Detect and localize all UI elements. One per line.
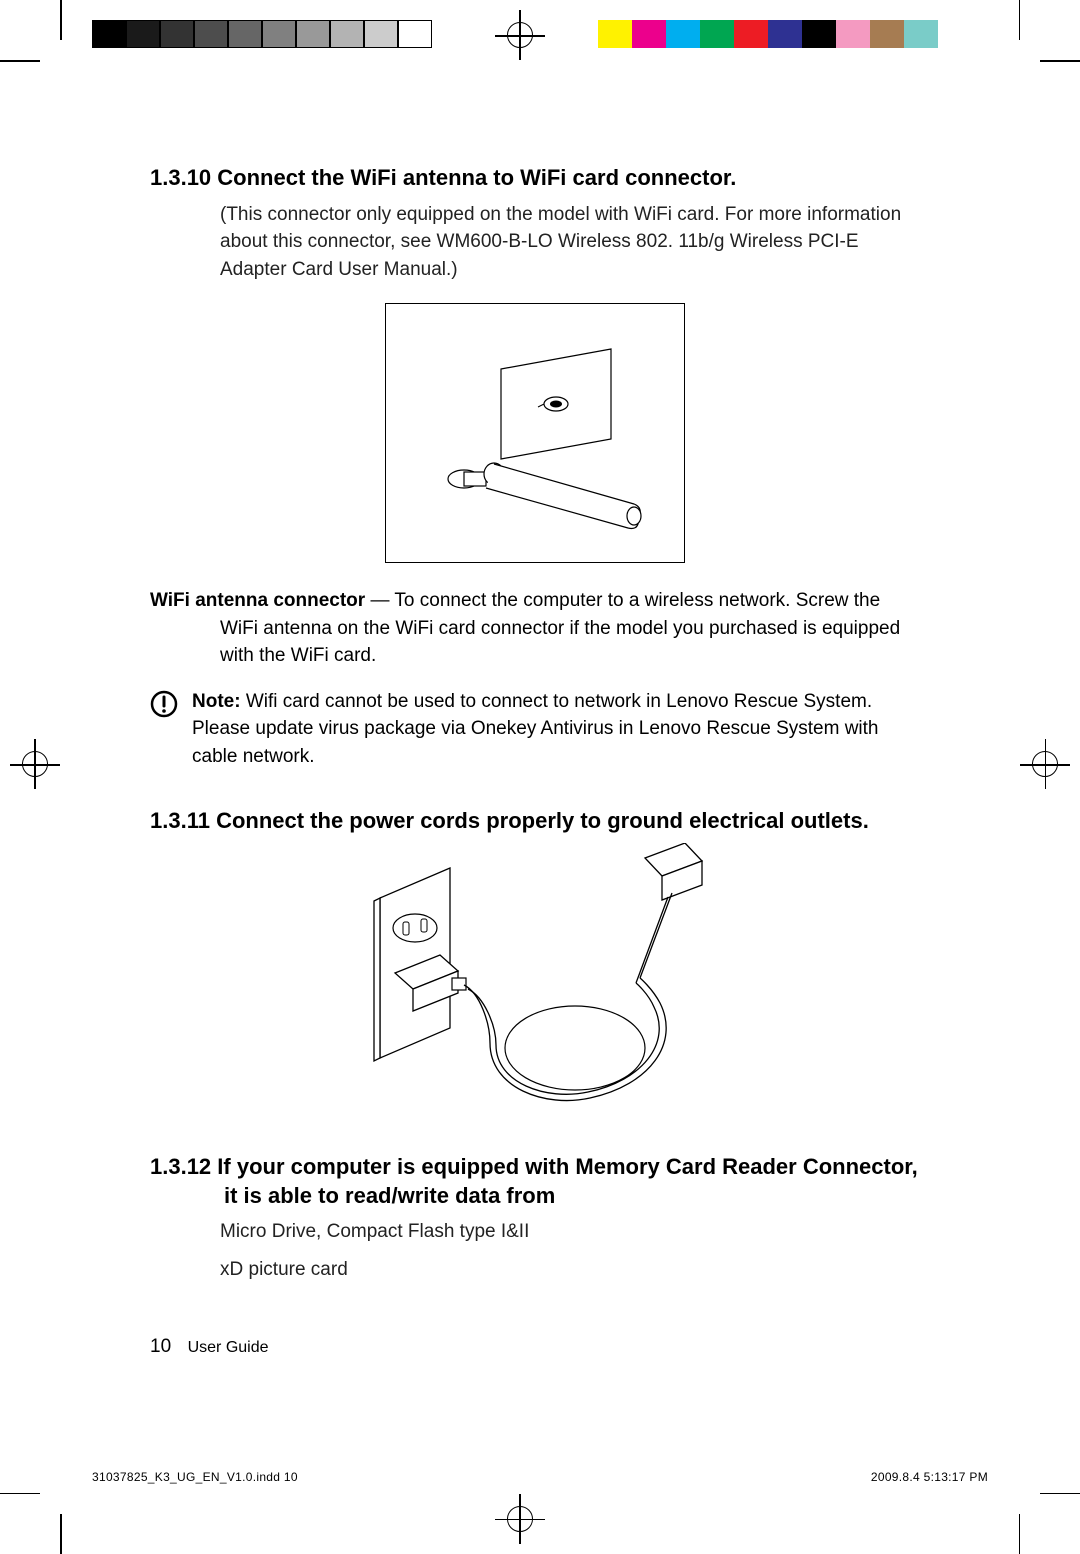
page-footer: 10 User Guide	[150, 1336, 269, 1358]
section-1-3-11: 1.3.11 Connect the power cords properly …	[150, 807, 920, 1124]
grayscale-bar	[92, 20, 432, 48]
slug-right: 2009.8.4 5:13:17 PM	[871, 1470, 988, 1484]
figure-wifi-antenna	[385, 303, 685, 563]
figure-power-cord	[340, 843, 710, 1123]
page-number: 10	[150, 1336, 171, 1357]
heading-1-3-11: 1.3.11 Connect the power cords properly …	[150, 807, 920, 836]
definition-term: WiFi antenna connector	[150, 590, 365, 611]
section-1-3-12: 1.3.12 If your computer is equipped with…	[150, 1153, 920, 1283]
note-body: Wifi card cannot be used to connect to n…	[192, 691, 878, 767]
note-block: Note: Wifi card cannot be used to connec…	[150, 688, 920, 771]
note-label: Note:	[192, 691, 241, 712]
card-line-1: Micro Drive, Compact Flash type I&II	[220, 1218, 920, 1246]
definition-wifi-connector: WiFi antenna connector — To connect the …	[150, 587, 920, 670]
section-1-3-10: 1.3.10 Connect the WiFi antenna to WiFi …	[150, 164, 920, 771]
heading-1-3-12: 1.3.12 If your computer is equipped with…	[150, 1153, 920, 1210]
heading-1-3-10: 1.3.10 Connect the WiFi antenna to WiFi …	[150, 164, 920, 193]
alert-icon	[150, 690, 178, 718]
slug-left: 31037825_K3_UG_EN_V1.0.indd 10	[92, 1470, 298, 1484]
note-text: Note: Wifi card cannot be used to connec…	[192, 688, 920, 771]
para-1-3-10: (This connector only equipped on the mod…	[220, 201, 920, 284]
card-line-2: xD picture card	[220, 1256, 920, 1284]
page-content: 1.3.10 Connect the WiFi antenna to WiFi …	[150, 164, 920, 1313]
book-title: User Guide	[188, 1339, 269, 1356]
color-bar	[598, 20, 938, 48]
